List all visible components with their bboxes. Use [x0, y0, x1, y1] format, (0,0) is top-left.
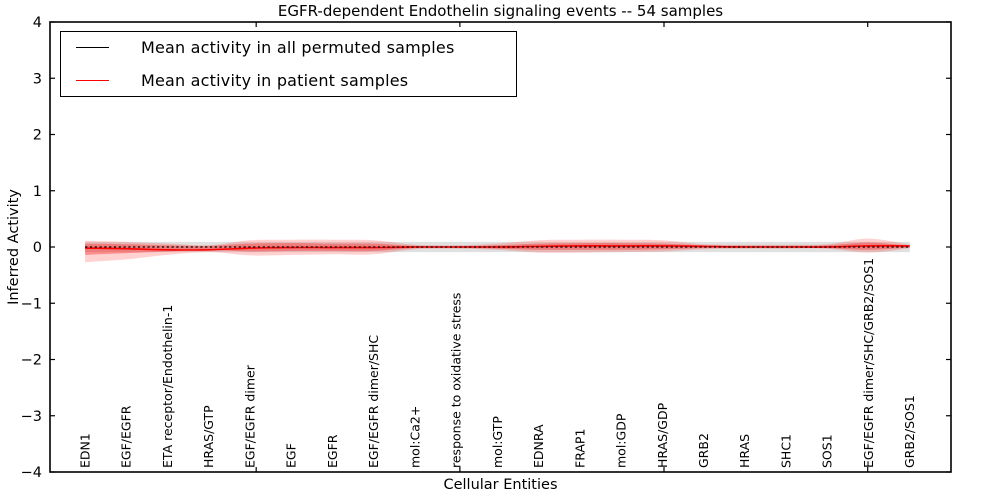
- x-axis-label: Cellular Entities: [443, 477, 558, 493]
- y-tick-label: 4: [33, 15, 42, 31]
- y-tick-label: −3: [21, 409, 42, 425]
- band-patient-samples-outer-band: [85, 238, 910, 263]
- category-label: response to oxidative stress: [449, 293, 464, 468]
- category-label: SOS1: [820, 434, 835, 468]
- y-tick-label: 0: [33, 240, 42, 256]
- category-label: mol:GDP: [613, 413, 628, 468]
- category-label: ETA receptor/Endothelin-1: [160, 305, 175, 468]
- category-label: HRAS/GTP: [201, 405, 216, 468]
- y-axis-label: Inferred Activity: [6, 189, 22, 305]
- category-label: EDN1: [77, 433, 92, 468]
- category-label: EGF/EGFR: [119, 405, 134, 468]
- category-label: GRB2: [696, 433, 711, 468]
- category-label: mol:Ca2+: [407, 406, 422, 468]
- category-label: GRB2/SOS1: [902, 395, 917, 468]
- legend: Mean activity in all permuted samples Me…: [60, 31, 517, 97]
- y-tick-label: 1: [33, 184, 42, 200]
- category-label: EGF: [284, 443, 299, 468]
- band-patient-samples-inner-band: [85, 242, 910, 255]
- legend-line-sample-icon: [76, 47, 109, 48]
- y-tick-label: −4: [21, 465, 42, 481]
- category-label: mol:GTP: [490, 416, 505, 468]
- y-tick-label: 3: [33, 71, 42, 87]
- legend-line-sample-icon: [76, 80, 109, 81]
- legend-item-permuted: Mean activity in all permuted samples: [61, 33, 516, 62]
- legend-item-patient: Mean activity in patient samples: [61, 66, 516, 95]
- category-label: HRAS: [737, 434, 752, 468]
- chart-title: EGFR-dependent Endothelin signaling even…: [277, 2, 724, 20]
- y-tick-label: 2: [33, 128, 42, 144]
- category-label: EDNRA: [531, 424, 546, 468]
- category-label: HRAS/GDP: [655, 402, 670, 468]
- legend-label: Mean activity in patient samples: [141, 71, 409, 90]
- category-label: SHC1: [778, 434, 793, 468]
- category-label: EGF/EGFR dimer/SHC: [366, 335, 381, 468]
- y-tick-label: −2: [21, 353, 42, 369]
- category-label: EGFR: [325, 434, 340, 468]
- category-label: FRAP1: [572, 429, 587, 468]
- y-tick-label: −1: [21, 296, 42, 312]
- category-label: EGF/EGFR dimer/SHC/GRB2/SOS1: [861, 258, 876, 468]
- legend-label: Mean activity in all permuted samples: [141, 38, 455, 57]
- category-label: EGF/EGFR dimer: [242, 364, 257, 468]
